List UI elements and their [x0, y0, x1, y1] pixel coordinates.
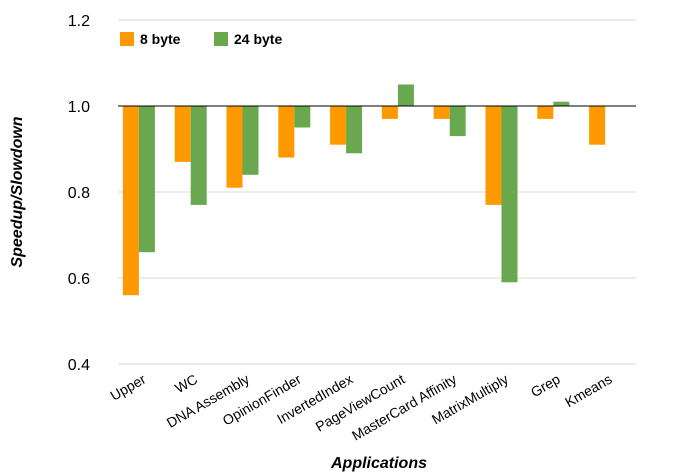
legend: 8 byte 24 byte [120, 31, 282, 47]
bar-24-byte [501, 106, 518, 283]
bar-8-byte [122, 106, 139, 296]
bar-8-byte [433, 106, 450, 119]
bar-8-byte [278, 106, 295, 158]
bar-24-byte [190, 106, 207, 205]
y-axis-title: Speedup/Slowdown [9, 116, 26, 267]
bar-8-byte [485, 106, 502, 205]
legend-swatch [214, 32, 228, 46]
y-tick-label: 0.8 [68, 185, 90, 202]
bar-24-byte [449, 106, 466, 137]
bar-24-byte [397, 84, 414, 106]
x-tick-label: Kmeans [562, 371, 614, 411]
bar-24-byte [294, 106, 311, 128]
legend-label: 8 byte [140, 31, 181, 47]
bars [122, 84, 606, 296]
x-tick-label: Grep [528, 371, 563, 401]
bar-8-byte [226, 106, 243, 188]
bar-8-byte [381, 106, 398, 119]
bar-8-byte [537, 106, 554, 119]
x-tick-label: Upper [107, 371, 148, 404]
y-tick-label: 0.4 [68, 357, 90, 374]
bar-24-byte [553, 101, 570, 106]
y-tick-label: 1.0 [68, 99, 90, 116]
x-axis-title: Applications [330, 455, 427, 472]
bar-24-byte [346, 106, 363, 154]
bar-24-byte [242, 106, 259, 175]
x-tick-label: WC [172, 371, 200, 397]
y-tick-label: 1.2 [68, 13, 90, 30]
bar-8-byte [174, 106, 191, 162]
legend-swatch [120, 32, 134, 46]
y-tick-labels: 0.4 0.6 0.8 1.0 1.2 [68, 13, 90, 374]
legend-label: 24 byte [234, 31, 282, 47]
bar-8-byte [330, 106, 347, 145]
bar-8-byte [589, 106, 606, 145]
bar-24-byte [138, 106, 155, 253]
y-tick-label: 0.6 [68, 271, 90, 288]
